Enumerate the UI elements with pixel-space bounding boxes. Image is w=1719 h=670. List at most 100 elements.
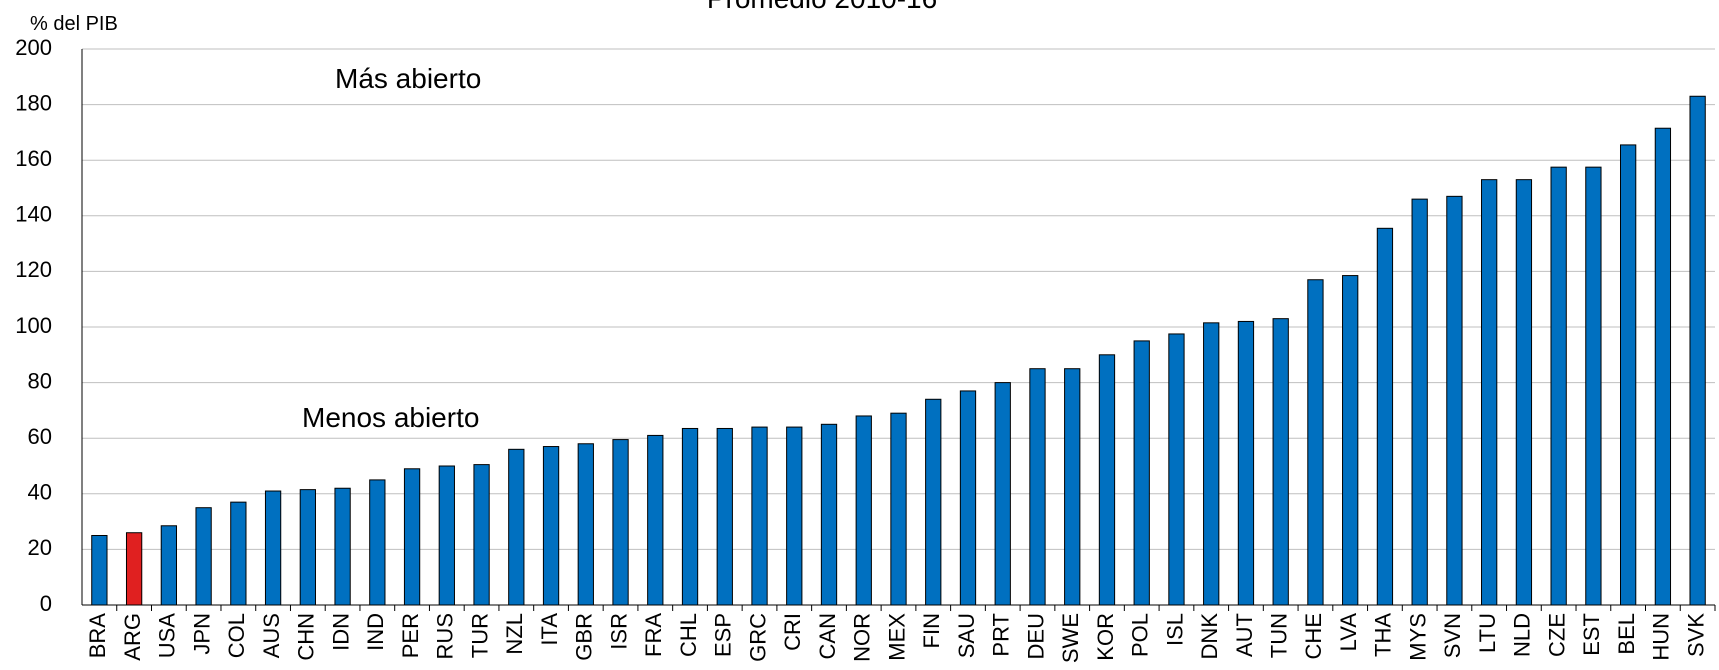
y-axis-label: % del PIB: [30, 13, 118, 35]
bar: [786, 426, 803, 606]
bar: [577, 443, 594, 606]
x-tick-label: TUN: [1267, 613, 1292, 658]
x-tick-label: RUS: [433, 613, 458, 659]
bar: [264, 490, 282, 606]
y-tick-label: 200: [15, 35, 52, 60]
bar: [1237, 320, 1255, 606]
bar: [1585, 166, 1602, 606]
bar: [1307, 279, 1324, 606]
bar: [1376, 227, 1394, 606]
bar: [1481, 179, 1498, 606]
bar: [994, 382, 1011, 606]
bar: [820, 423, 838, 606]
y-tick-label: 100: [15, 313, 52, 338]
x-tick-label: COL: [224, 613, 249, 658]
x-tick-label: CHL: [676, 613, 701, 657]
bar: [1515, 179, 1533, 606]
bar: [195, 507, 212, 606]
x-tick-label: CHE: [1301, 613, 1326, 659]
x-tick-label: DEU: [1023, 613, 1048, 659]
x-tick-label: GBR: [572, 613, 597, 661]
x-tick-label: IND: [363, 613, 388, 651]
y-tick-label: 180: [15, 90, 52, 115]
x-tick-label: CRI: [780, 613, 805, 651]
x-tick-label: EST: [1579, 613, 1604, 656]
x-tick-label: MEX: [884, 613, 909, 661]
bar: [1619, 144, 1637, 606]
x-tick-label: CAN: [815, 613, 840, 659]
x-tick-label: FRA: [641, 613, 666, 657]
x-tick-label: ISR: [606, 613, 631, 650]
y-tick-label: 80: [28, 368, 52, 393]
bar: [230, 501, 247, 606]
bar: [299, 489, 316, 606]
x-tick-label: USA: [155, 613, 180, 659]
x-tick-label: NOR: [850, 613, 875, 662]
bar: [334, 487, 351, 606]
bar: [1098, 354, 1116, 606]
bar: [438, 465, 455, 606]
bar: [1029, 368, 1046, 606]
x-tick-label: LVA: [1336, 613, 1361, 652]
chart-title: Promedio 2010-16: [707, 0, 937, 14]
bar: [1550, 166, 1567, 606]
x-tick-label: AUS: [259, 613, 284, 658]
bar: [403, 468, 421, 606]
x-tick-label: PRT: [989, 613, 1014, 657]
x-tick-label: BEL: [1614, 613, 1639, 655]
bar: [959, 390, 977, 606]
x-tick-label: IDN: [328, 613, 353, 651]
x-tick-label: KOR: [1093, 613, 1118, 661]
x-tick-label: MYS: [1405, 613, 1430, 661]
bar: [1342, 275, 1359, 606]
x-tick-label: THA: [1371, 613, 1396, 657]
x-tick-label: SVN: [1440, 613, 1465, 658]
x-tick-label: DNK: [1197, 613, 1222, 660]
x-tick-label: HUN: [1649, 613, 1674, 661]
y-tick-label: 20: [28, 535, 52, 560]
bar: [716, 427, 733, 606]
bar: [508, 448, 525, 606]
bar: [473, 464, 490, 606]
y-tick-label: 40: [28, 480, 52, 505]
bar: [1654, 127, 1672, 606]
bar: [681, 427, 699, 606]
x-tick-label: PER: [398, 613, 423, 658]
x-tick-label: SVK: [1683, 613, 1708, 657]
bar: [1064, 368, 1081, 606]
bar: [1411, 198, 1428, 606]
x-tick-label: ISL: [1162, 613, 1187, 646]
y-tick-label: 0: [40, 591, 52, 616]
bar: [612, 439, 629, 606]
x-tick-label: BRA: [85, 613, 110, 659]
y-tick-label: 160: [15, 146, 52, 171]
bar: [925, 398, 942, 606]
y-tick-label: 60: [28, 424, 52, 449]
x-tick-label: ITA: [537, 613, 562, 646]
bar: [855, 415, 872, 606]
bar: [542, 446, 560, 606]
bar: [1689, 95, 1706, 606]
bar: [91, 535, 108, 606]
bar: [890, 412, 907, 606]
bar: [160, 525, 178, 606]
x-tick-label: CHN: [294, 613, 319, 661]
y-tick-label: 120: [15, 257, 52, 282]
bar: [1168, 333, 1185, 606]
x-tick-label: ESP: [711, 613, 736, 657]
x-tick-label: NLD: [1510, 613, 1535, 657]
x-tick-label: GRC: [745, 613, 770, 662]
bar: [1272, 318, 1289, 606]
x-tick-label: SAU: [954, 613, 979, 658]
annotation: Más abierto: [335, 63, 481, 94]
x-tick-label: SWE: [1058, 613, 1083, 663]
bar: [1446, 195, 1463, 606]
x-tick-label: TUR: [467, 613, 492, 658]
bar: [125, 532, 143, 606]
x-tick-label: JPN: [189, 613, 214, 655]
bar: [647, 434, 664, 606]
x-tick-label: LTU: [1475, 613, 1500, 653]
x-tick-label: NZL: [502, 613, 527, 655]
x-tick-label: FIN: [919, 613, 944, 648]
